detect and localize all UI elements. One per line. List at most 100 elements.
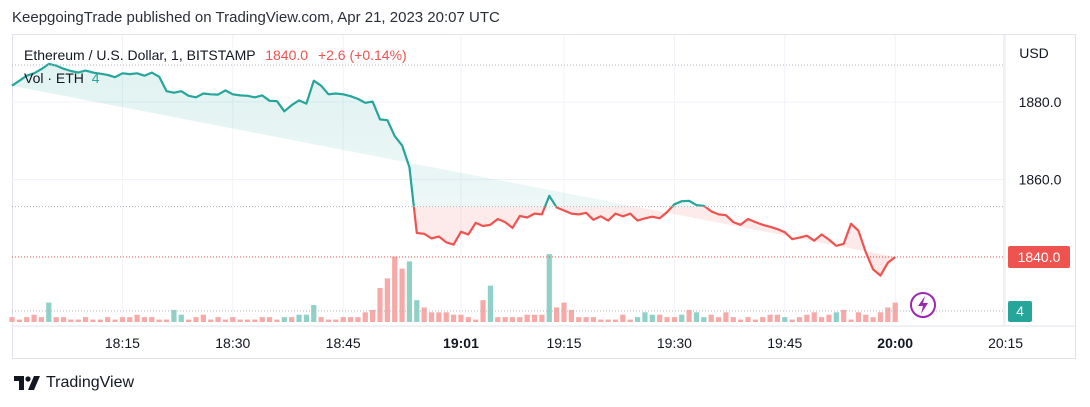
volume-bar — [796, 317, 803, 322]
volume-bar — [451, 314, 457, 322]
volume-bar — [465, 317, 471, 322]
volume-bar — [473, 319, 479, 322]
volume-bar — [877, 312, 884, 322]
legend-price: 1840.0 — [265, 47, 309, 63]
grid-lines — [12, 35, 1076, 327]
lightning-bolt-icon — [918, 296, 928, 314]
volume-bar — [524, 314, 530, 322]
volume-bar — [627, 319, 633, 322]
volume-bar — [318, 317, 324, 322]
volume-bar — [811, 312, 817, 322]
symbol-title[interactable]: Ethereum / U.S. Dollar, 1, BITSTAMP — [24, 47, 256, 63]
volume-bar — [9, 317, 15, 322]
volume-value: 4 — [91, 70, 100, 86]
volume-bar — [267, 317, 273, 322]
volume-bar — [841, 309, 847, 322]
time-tick-label: 19:45 — [767, 335, 802, 351]
volume-bar — [370, 309, 376, 322]
volume-bar — [421, 307, 427, 322]
volume-bar — [289, 317, 295, 322]
volume-bar — [377, 288, 383, 322]
volume-bar — [443, 312, 449, 322]
volume-bar — [46, 302, 52, 322]
time-tick-label: 18:30 — [215, 335, 250, 351]
volume-bar — [723, 312, 729, 322]
volume-bar — [568, 309, 574, 322]
volume-bar — [642, 312, 648, 322]
volume-bar — [325, 319, 332, 322]
markers: 1840.0 4 — [910, 246, 1070, 322]
volume-bar — [885, 307, 891, 322]
volume-bar — [281, 317, 287, 322]
volume-bar — [635, 317, 641, 322]
volume-bar — [598, 319, 604, 322]
volume-bar — [590, 317, 597, 322]
last-volume-badge — [1008, 301, 1032, 322]
volume-bar — [97, 319, 103, 322]
tradingview-logo[interactable]: TradingView — [14, 374, 134, 392]
axes: USD 1880.0 1860.0 18:15 18:30 18:45 19:01 19:15… — [105, 45, 1062, 351]
price-tick-label: 1880.0 — [1019, 94, 1062, 110]
volume-bar — [38, 317, 45, 322]
volume-bar — [141, 317, 148, 322]
volume-bar — [392, 256, 398, 322]
volume-bar — [384, 278, 390, 322]
volume-bar — [870, 317, 876, 322]
currency-label: USD — [1019, 45, 1049, 61]
volume-bar — [517, 317, 523, 322]
volume-bar — [83, 317, 89, 322]
volume-bar — [561, 302, 567, 322]
area-below-baseline — [413, 206, 896, 276]
volume-bar — [193, 317, 199, 322]
volume-bar — [855, 312, 861, 322]
last-price-label: 1840.0 — [1018, 249, 1061, 265]
publish-caption: KeepgoingTrade published on TradingView.… — [12, 9, 500, 26]
volume-label: Vol · ETH — [24, 70, 84, 86]
volume-bar — [620, 314, 626, 322]
volume-bar — [414, 300, 420, 322]
volume-bar — [355, 317, 361, 322]
volume-bar — [531, 314, 538, 322]
volume-bar — [782, 317, 788, 322]
volume-bar — [649, 314, 655, 322]
volume-bar — [848, 319, 854, 322]
volume-bar — [230, 317, 236, 322]
volume-bar — [863, 314, 869, 322]
volume-bar — [156, 319, 162, 322]
volume-bar — [436, 312, 442, 322]
volume-bar — [715, 317, 722, 322]
time-tick-label: 20:00 — [877, 335, 913, 351]
volume-bar — [60, 317, 67, 322]
volume-bar — [186, 319, 192, 322]
price-line — [11, 62, 896, 277]
price-line-up — [11, 62, 707, 207]
volume-bar — [539, 314, 545, 322]
volume-bar — [178, 314, 184, 322]
baseline-area — [12, 64, 896, 276]
volume-bar — [244, 319, 251, 322]
volume-bar — [509, 317, 516, 322]
volume-bar — [546, 254, 552, 322]
volume-bar — [119, 317, 125, 322]
volume-bar — [789, 319, 795, 322]
volume-bar — [502, 317, 508, 322]
volume-bar — [730, 317, 736, 322]
volume-bar — [237, 319, 243, 322]
chart-panel[interactable] — [12, 34, 1076, 359]
volume-bar — [163, 319, 170, 322]
volume-bar — [671, 317, 677, 322]
last-price-badge — [1008, 246, 1070, 268]
time-tick-label: 18:45 — [326, 335, 361, 351]
volume-bar — [767, 314, 773, 322]
volume-bar — [399, 268, 405, 322]
volume-bar — [583, 317, 589, 322]
volume-bar — [333, 319, 339, 322]
volume-bar — [774, 314, 781, 322]
volume-bar — [487, 285, 493, 322]
volume-bar — [171, 309, 177, 322]
volume-bar — [679, 314, 685, 322]
time-tick-label: 19:15 — [546, 335, 581, 351]
price-line-down — [412, 206, 896, 277]
volume-legend[interactable]: Vol · ETH 4 — [24, 70, 100, 86]
